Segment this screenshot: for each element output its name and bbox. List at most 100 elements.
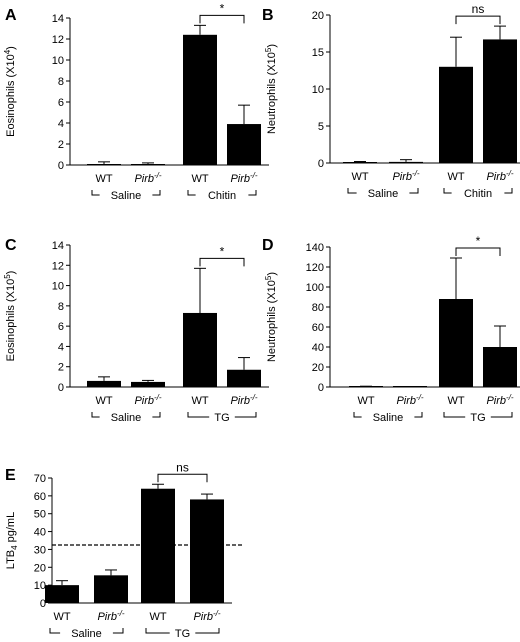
y-tick-label: 20 [34, 562, 46, 574]
panel-letter: D [262, 237, 274, 254]
group-label: Chitin [464, 188, 492, 200]
bar [439, 66, 473, 163]
y-tick-label: 14 [52, 240, 64, 252]
bar [483, 39, 517, 163]
y-tick-label: 4 [58, 341, 64, 353]
group-bracket [187, 190, 196, 196]
group-label: TG [214, 412, 229, 424]
y-tick-label: 20 [312, 362, 324, 374]
y-tick-label: 2 [58, 139, 64, 151]
category-label: Pirb-/- [230, 171, 257, 185]
group-bracket [145, 628, 170, 634]
group-label: Saline [111, 190, 142, 202]
bar [483, 347, 517, 387]
y-tick-label: 60 [312, 322, 324, 334]
significance-bracket [157, 473, 208, 483]
group-bracket [152, 412, 161, 418]
y-tick-label: 4 [58, 118, 64, 130]
category-label: WT [95, 173, 112, 185]
group-bracket [414, 412, 423, 418]
category-label: Pirb-/- [396, 393, 423, 407]
panel-letter: A [5, 7, 17, 24]
category-label: Pirb-/- [97, 609, 124, 623]
group-bracket [409, 188, 419, 194]
significance-label: * [220, 244, 225, 258]
group-bracket [234, 412, 257, 418]
group-bracket [187, 412, 210, 418]
bar [183, 34, 217, 165]
group-bracket [490, 412, 513, 418]
category-label: Pirb-/- [134, 393, 161, 407]
bar [87, 164, 121, 165]
y-axis-label: LTB4 pg/mL [5, 512, 19, 569]
category-label: WT [149, 611, 166, 623]
panel-b: B 0 5 10 15 20 Neutrophils (X105) WT Pirb-/- WT Pi… [262, 2, 520, 200]
y-tick-label: 10 [312, 84, 324, 96]
category-label: Pirb-/- [134, 171, 161, 185]
group-label: Saline [111, 412, 142, 424]
bar [389, 161, 423, 163]
y-tick-label: 20 [312, 10, 324, 22]
y-tick-label: 10 [34, 580, 46, 592]
y-tick-label: 8 [58, 76, 64, 88]
category-label: Pirb-/- [486, 393, 513, 407]
bar [141, 488, 175, 603]
y-axis-label: Neutrophils (X105) [264, 44, 278, 134]
group-bracket [49, 628, 61, 634]
group-bracket [152, 190, 161, 196]
y-tick-label: 5 [318, 121, 324, 133]
category-label: WT [95, 395, 112, 407]
y-tick-label: 6 [58, 321, 64, 333]
y-tick-label: 14 [52, 13, 64, 25]
y-axis-label: Neutrophils (X105) [264, 272, 278, 362]
category-label: WT [191, 395, 208, 407]
y-tick-label: 0 [58, 382, 64, 394]
significance-bracket [199, 257, 245, 267]
panel-c: C 0 2 4 6 8 10 12 14 Eosinophils (X105) WT Pirb-/- W… [3, 237, 269, 424]
bar [45, 585, 79, 603]
group-label: Saline [71, 628, 102, 640]
y-tick-label: 40 [312, 342, 324, 354]
y-tick-label: 12 [52, 260, 64, 272]
panel-letter: E [5, 467, 16, 484]
group-bracket [353, 412, 362, 418]
y-axis-label: Eosinophils (X104) [3, 46, 17, 137]
category-label: WT [191, 173, 208, 185]
y-tick-label: 70 [34, 473, 46, 485]
group-bracket [248, 190, 257, 196]
y-tick-label: 100 [306, 282, 324, 294]
panel-letter: B [262, 7, 274, 24]
group-label: TG [470, 412, 485, 424]
category-label: WT [357, 395, 374, 407]
y-tick-label: 12 [52, 34, 64, 46]
category-label: Pirb-/- [230, 393, 257, 407]
y-tick-label: 80 [312, 302, 324, 314]
bar [227, 124, 261, 165]
category-label: WT [447, 395, 464, 407]
group-label: TG [175, 628, 190, 640]
y-tick-label: 0 [58, 160, 64, 172]
panel-a: A 0 2 4 6 8 10 12 14 Eosinophils (X104) WT Pirb-/- W… [3, 1, 269, 202]
bar [190, 499, 224, 603]
group-bracket [112, 628, 124, 634]
significance-label: * [476, 234, 481, 248]
significance-label: * [220, 1, 225, 15]
y-tick-label: 0 [318, 382, 324, 394]
category-label: WT [53, 611, 70, 623]
significance-bracket [199, 14, 245, 24]
panel-letter: C [5, 237, 17, 254]
group-bracket [443, 412, 466, 418]
y-tick-label: 0 [318, 158, 324, 170]
panel-e: E 0 10 20 30 40 50 60 70 LTB4 pg/mL WT Pirb-/- WT Pir… [5, 460, 244, 640]
bar [183, 312, 217, 387]
bar [227, 369, 261, 387]
group-label: Saline [368, 188, 399, 200]
category-label: Pirb-/- [392, 169, 419, 183]
group-bracket [195, 628, 220, 634]
y-tick-label: 60 [34, 491, 46, 503]
y-tick-label: 0 [40, 598, 46, 610]
y-tick-label: 10 [52, 281, 64, 293]
category-label: WT [447, 171, 464, 183]
y-tick-label: 8 [58, 301, 64, 313]
